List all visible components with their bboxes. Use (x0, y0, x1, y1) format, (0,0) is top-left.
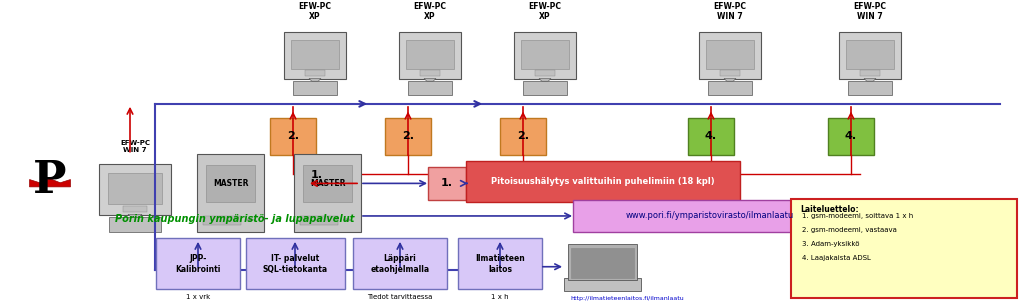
Text: Läppäri
etaohjelmalla: Läppäri etaohjelmalla (370, 254, 430, 274)
Text: Laiteluettelo:: Laiteluettelo: (800, 205, 858, 214)
FancyBboxPatch shape (294, 154, 361, 232)
Text: 1. gsm-modeemi, soittava 1 x h: 1. gsm-modeemi, soittava 1 x h (802, 213, 914, 219)
Polygon shape (724, 79, 736, 81)
FancyBboxPatch shape (292, 40, 339, 69)
Text: EFW-PC
WIN 7: EFW-PC WIN 7 (713, 2, 747, 21)
FancyBboxPatch shape (564, 278, 641, 291)
Text: 4. Laajakaista ADSL: 4. Laajakaista ADSL (802, 255, 871, 261)
FancyBboxPatch shape (699, 32, 761, 79)
Text: EFW-PC
XP: EFW-PC XP (413, 2, 446, 21)
Text: 3. Adam-yksikkö: 3. Adam-yksikkö (802, 241, 859, 247)
FancyBboxPatch shape (284, 32, 346, 79)
FancyBboxPatch shape (848, 81, 892, 95)
Text: 4.: 4. (845, 132, 857, 141)
Polygon shape (309, 79, 321, 81)
FancyBboxPatch shape (246, 238, 345, 289)
FancyBboxPatch shape (399, 32, 461, 79)
FancyBboxPatch shape (839, 32, 901, 79)
FancyBboxPatch shape (428, 166, 466, 200)
Text: Pitoisuushälytys valittuihin puhelimiin (18 kpl): Pitoisuushälytys valittuihin puhelimiin … (491, 177, 715, 186)
Text: www.pori.fi/ymparistovirasto/ilmanlaatu: www.pori.fi/ymparistovirasto/ilmanlaatu (626, 211, 794, 220)
Text: JPP-
Kalibrointi: JPP- Kalibrointi (175, 254, 221, 274)
FancyBboxPatch shape (523, 81, 567, 95)
Polygon shape (539, 79, 551, 81)
FancyBboxPatch shape (720, 70, 740, 76)
FancyBboxPatch shape (301, 216, 339, 226)
Text: Porin kaupungin ympäristö- ja lupapalvelut: Porin kaupungin ympäristö- ja lupapalvel… (116, 214, 355, 224)
Text: IT- palvelut
SQL-tietokanta: IT- palvelut SQL-tietokanta (263, 254, 328, 274)
Text: 2.: 2. (517, 132, 529, 141)
Text: Ilmatieteen
laitos: Ilmatieteen laitos (475, 254, 525, 274)
Text: EFW-PC
WIN 7: EFW-PC WIN 7 (120, 140, 150, 153)
FancyBboxPatch shape (535, 70, 555, 76)
FancyBboxPatch shape (99, 164, 171, 215)
FancyBboxPatch shape (573, 200, 847, 232)
FancyBboxPatch shape (420, 70, 440, 76)
FancyBboxPatch shape (500, 118, 546, 155)
FancyBboxPatch shape (107, 173, 163, 204)
Text: Tiedot tarvittaessa: Tiedot tarvittaessa (367, 294, 433, 300)
FancyBboxPatch shape (791, 200, 1017, 298)
FancyBboxPatch shape (514, 32, 576, 79)
Polygon shape (864, 79, 876, 81)
FancyBboxPatch shape (204, 216, 241, 226)
Text: EFW-PC
WIN 7: EFW-PC WIN 7 (853, 2, 887, 21)
Text: 1.: 1. (311, 170, 323, 180)
Text: MASTER: MASTER (310, 179, 345, 188)
FancyBboxPatch shape (458, 238, 542, 289)
Text: 1 x vrk: 1 x vrk (186, 294, 210, 300)
FancyBboxPatch shape (687, 118, 735, 155)
Text: 2.: 2. (287, 132, 299, 141)
FancyBboxPatch shape (305, 70, 325, 76)
FancyBboxPatch shape (124, 206, 146, 212)
FancyBboxPatch shape (353, 238, 447, 289)
FancyBboxPatch shape (572, 248, 633, 278)
FancyBboxPatch shape (293, 81, 337, 95)
Text: 4.: 4. (705, 132, 717, 141)
Text: P: P (34, 159, 66, 202)
FancyBboxPatch shape (385, 118, 431, 155)
FancyBboxPatch shape (708, 81, 752, 95)
FancyBboxPatch shape (270, 118, 316, 155)
FancyBboxPatch shape (197, 154, 264, 232)
Text: 2.: 2. (402, 132, 414, 141)
Text: 1 x h: 1 x h (491, 294, 508, 300)
FancyBboxPatch shape (303, 165, 352, 203)
Polygon shape (30, 179, 71, 187)
Circle shape (344, 219, 350, 221)
FancyBboxPatch shape (408, 81, 452, 95)
FancyBboxPatch shape (109, 217, 161, 232)
Text: MASTER: MASTER (213, 179, 249, 188)
FancyBboxPatch shape (522, 40, 569, 69)
FancyBboxPatch shape (828, 118, 874, 155)
Polygon shape (424, 79, 436, 81)
FancyBboxPatch shape (568, 244, 637, 280)
FancyBboxPatch shape (206, 165, 255, 203)
FancyBboxPatch shape (155, 238, 240, 289)
Circle shape (247, 219, 253, 221)
FancyBboxPatch shape (860, 70, 880, 76)
FancyBboxPatch shape (406, 40, 453, 69)
FancyBboxPatch shape (298, 158, 336, 192)
FancyBboxPatch shape (846, 40, 893, 69)
Text: http://ilmatieteenlaitos.fi/ilmanlaatu: http://ilmatieteenlaitos.fi/ilmanlaatu (570, 296, 683, 301)
Text: EFW-PC
XP: EFW-PC XP (299, 2, 331, 21)
Text: 2. gsm-modeemi, vastaava: 2. gsm-modeemi, vastaava (802, 227, 897, 233)
Text: EFW-PC
XP: EFW-PC XP (529, 2, 562, 21)
Polygon shape (128, 215, 142, 218)
FancyBboxPatch shape (707, 40, 754, 69)
FancyBboxPatch shape (465, 161, 740, 202)
Text: 1.: 1. (441, 178, 453, 188)
